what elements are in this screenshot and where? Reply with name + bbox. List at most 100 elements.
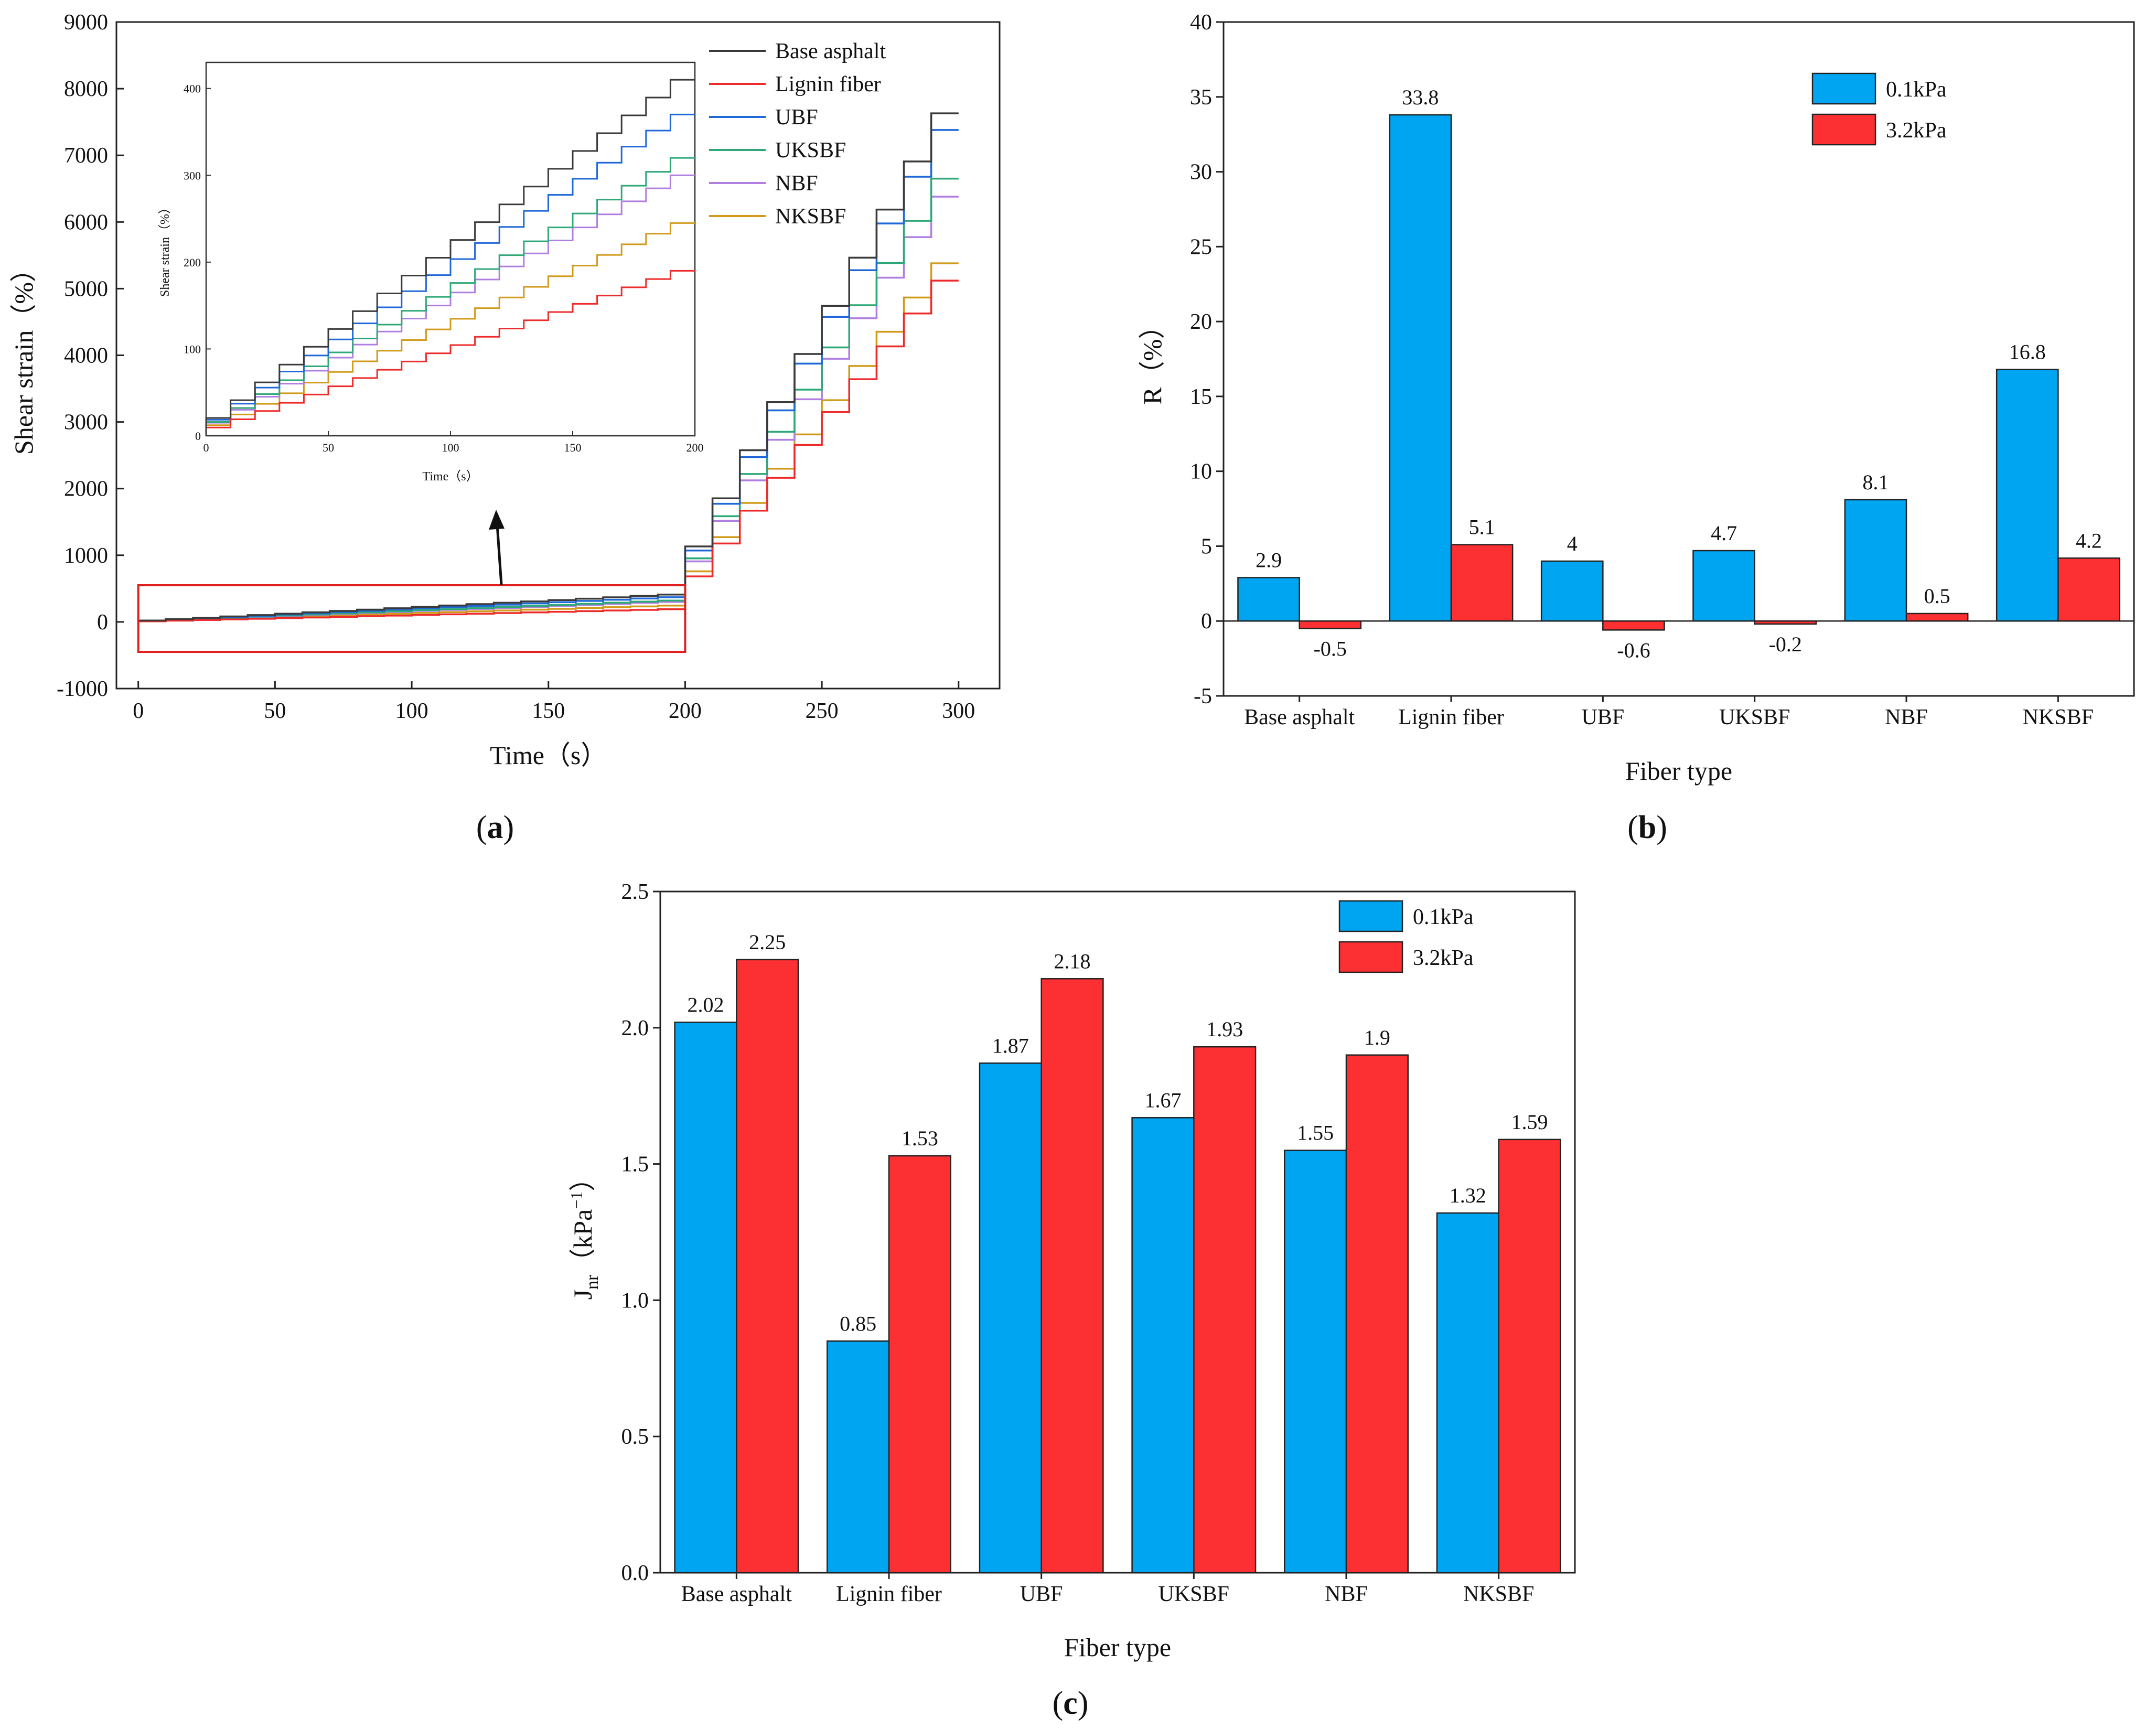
legend-label-nksbf: NKSBF bbox=[775, 205, 846, 229]
y-tick-label: 15 bbox=[1190, 385, 1212, 409]
y-tick-label: 9000 bbox=[64, 10, 108, 35]
y-tick-label: 0.0 bbox=[621, 1561, 649, 1585]
inset-x-tick-label: 0 bbox=[203, 441, 209, 454]
data-label-3-2kpa-lignin-fiber: 5.1 bbox=[1469, 516, 1495, 539]
y-tick-label: 25 bbox=[1190, 235, 1212, 259]
y-tick-label: 5000 bbox=[64, 277, 108, 301]
y-tick-label: 40 bbox=[1190, 10, 1212, 35]
bar-3-2kpa-ubf bbox=[1602, 620, 1665, 631]
legend-label-ubf: UBF bbox=[775, 105, 818, 130]
x-tick-label-lignin-fiber: Lignin fiber bbox=[1398, 705, 1504, 729]
x-tick-label-uksbf: UKSBF bbox=[1719, 705, 1790, 729]
bar-3-2kpa-nbf bbox=[1905, 613, 1969, 622]
plot-frame bbox=[659, 890, 1576, 1574]
y-tick-label: 5 bbox=[1201, 534, 1212, 559]
bar-0-1kpa-lignin-fiber bbox=[827, 1340, 890, 1574]
panel-labels: (a) (b) (c) bbox=[476, 810, 1667, 1721]
bar-3-2kpa-lignin-fiber bbox=[1450, 544, 1514, 622]
data-label-3-2kpa-uksbf: -0.2 bbox=[1769, 632, 1802, 656]
panel-label-b: (b) bbox=[1627, 810, 1667, 845]
legend-label-3-2kpa: 3.2kPa bbox=[1413, 946, 1474, 970]
data-label-3-2kpa-nksbf: 1.59 bbox=[1511, 1110, 1548, 1134]
y-tick-label: 20 bbox=[1190, 310, 1212, 334]
x-tick-label-lignin-fiber: Lignin fiber bbox=[836, 1582, 942, 1606]
x-tick-label-ubf: UBF bbox=[1020, 1582, 1063, 1606]
data-label-3-2kpa-ubf: 2.18 bbox=[1054, 949, 1091, 973]
legend-swatch-3-2kpa bbox=[1338, 941, 1403, 973]
y-tick-label: 1.0 bbox=[621, 1288, 649, 1313]
bar-3-2kpa-nbf bbox=[1345, 1054, 1409, 1574]
panel-a-line-chart: -100001000200030004000500060007000800090… bbox=[9, 10, 1001, 770]
y-tick-label: 0.5 bbox=[621, 1425, 649, 1449]
bar-0-1kpa-nksbf bbox=[1996, 369, 2059, 622]
zoom-arrow-head bbox=[489, 510, 505, 530]
inset-series-line-base-asphalt bbox=[205, 79, 695, 436]
panel-label-a: (a) bbox=[476, 810, 514, 845]
data-label-3-2kpa-lignin-fiber: 1.53 bbox=[902, 1126, 938, 1150]
inset-y-tick-label: 200 bbox=[184, 256, 201, 269]
legend-label-uksbf: UKSBF bbox=[775, 138, 846, 163]
data-label-0-1kpa-nbf: 1.55 bbox=[1297, 1121, 1334, 1145]
inset-y-axis-title: Shear strain（%） bbox=[158, 201, 172, 297]
bar-0-1kpa-nksbf bbox=[1436, 1212, 1499, 1574]
y-axis-title: Shear strain（%） bbox=[9, 256, 38, 455]
data-label-3-2kpa-nbf: 0.5 bbox=[1924, 584, 1950, 608]
y-tick-label: 0 bbox=[1201, 609, 1212, 633]
y-tick-label: 6000 bbox=[64, 210, 108, 234]
legend-label-0-1kpa: 0.1kPa bbox=[1413, 905, 1474, 929]
y-tick-label: 8000 bbox=[64, 77, 108, 101]
bar-0-1kpa-base-asphalt bbox=[674, 1022, 737, 1574]
y-tick-label: 2.5 bbox=[621, 880, 649, 904]
bar-3-2kpa-base-asphalt bbox=[1299, 620, 1362, 629]
data-label-0-1kpa-nbf: 8.1 bbox=[1862, 470, 1889, 494]
x-tick-label: 0 bbox=[133, 699, 144, 723]
y-tick-label: 4000 bbox=[64, 344, 108, 368]
data-label-0-1kpa-base-asphalt: 2.9 bbox=[1256, 548, 1282, 572]
x-tick-label-uksbf: UKSBF bbox=[1159, 1582, 1229, 1606]
bar-0-1kpa-ubf bbox=[1540, 560, 1604, 622]
y-axis-title: Jnr（kPa−1） bbox=[567, 1165, 602, 1300]
panel-b-bar-chart: -5 0 5 10 15 20 25 30 35 40 Base asphalt 2.9 -0.5 Lig… bbox=[1138, 10, 2135, 786]
data-label-0-1kpa-nksbf: 16.8 bbox=[2009, 340, 2046, 363]
legend-label-nbf: NBF bbox=[775, 171, 818, 196]
bar-0-1kpa-uksbf bbox=[1692, 550, 1755, 622]
inset-series-line-lignin-fiber bbox=[205, 270, 695, 436]
inset-y-tick-label: 300 bbox=[184, 169, 201, 182]
y-tick-label: 2.0 bbox=[621, 1016, 649, 1040]
x-tick-label-base-asphalt: Base asphalt bbox=[681, 1582, 792, 1606]
data-label-0-1kpa-ubf: 4 bbox=[1567, 532, 1578, 555]
zoom-region-box bbox=[137, 584, 687, 653]
zoom-arrow-shaft bbox=[496, 524, 503, 585]
bar-0-1kpa-nbf bbox=[1284, 1150, 1347, 1574]
y-tick-label: 1.5 bbox=[621, 1153, 649, 1177]
legend-swatch-0-1kpa bbox=[1811, 72, 1876, 105]
y-tick-label: -5 bbox=[1194, 684, 1212, 708]
bar-3-2kpa-uksbf bbox=[1193, 1046, 1257, 1574]
legend-label-3-2kpa: 3.2kPa bbox=[1886, 119, 1947, 143]
series-line-base-asphalt bbox=[137, 112, 959, 622]
y-axis-title: R（%） bbox=[1138, 313, 1167, 405]
bar-3-2kpa-ubf bbox=[1041, 978, 1104, 1574]
data-label-0-1kpa-lignin-fiber: 0.85 bbox=[840, 1312, 876, 1335]
bar-3-2kpa-base-asphalt bbox=[736, 959, 799, 1574]
data-label-3-2kpa-base-asphalt: -0.5 bbox=[1314, 637, 1347, 661]
bar-0-1kpa-base-asphalt bbox=[1237, 577, 1300, 622]
legend-label-0-1kpa: 0.1kPa bbox=[1886, 78, 1947, 102]
plot-frame bbox=[1222, 21, 2135, 697]
bar-0-1kpa-uksbf bbox=[1131, 1117, 1195, 1574]
inset-y-tick-label: 100 bbox=[184, 342, 201, 356]
inset-y-tick-label: 400 bbox=[184, 82, 201, 95]
data-label-0-1kpa-nksbf: 1.32 bbox=[1450, 1184, 1486, 1207]
x-tick-label: 50 bbox=[264, 699, 286, 723]
inset-x-axis-title: Time（s） bbox=[422, 470, 478, 484]
y-tick-label: -1000 bbox=[57, 677, 108, 701]
panel-label-c: (c) bbox=[1053, 1685, 1089, 1721]
legend-swatch-3-2kpa bbox=[1811, 113, 1876, 146]
inset-x-tick-label: 150 bbox=[564, 441, 582, 454]
data-label-3-2kpa-nksbf: 4.2 bbox=[2076, 529, 2102, 552]
inset-x-tick-label: 100 bbox=[442, 441, 459, 454]
bar-3-2kpa-nksbf bbox=[1498, 1139, 1561, 1574]
x-axis-title: Fiber type bbox=[1064, 1633, 1171, 1662]
data-label-0-1kpa-base-asphalt: 2.02 bbox=[687, 993, 724, 1016]
